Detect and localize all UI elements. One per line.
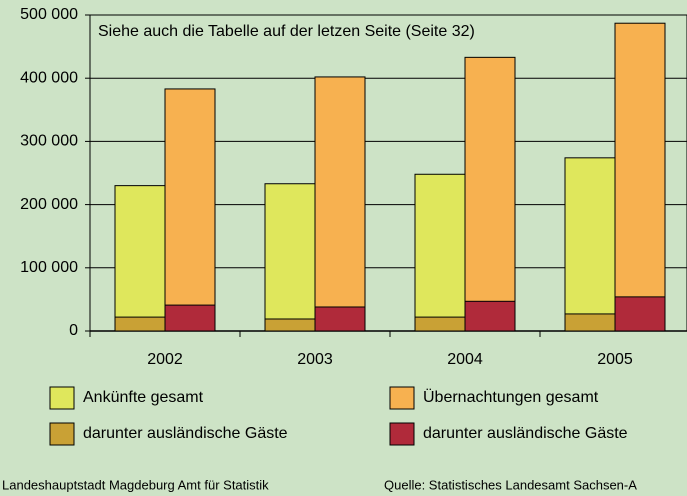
bar [464, 56, 516, 332]
bar [114, 316, 166, 332]
y-tick-label: 0 [69, 322, 78, 339]
bar [414, 316, 466, 332]
y-tick-label: 200 000 [20, 196, 78, 213]
bar [314, 306, 366, 332]
x-tick-label: 2004 [447, 351, 483, 368]
bar [564, 313, 616, 332]
bar [264, 318, 316, 332]
legend-label: Ankünfte gesamt [83, 389, 204, 406]
x-tick-label: 2002 [147, 351, 183, 368]
legend-label: darunter ausländische Gäste [423, 425, 628, 442]
legend-swatch [49, 422, 75, 446]
footer-left: Landeshauptstadt Magdeburg Amt für Stati… [2, 477, 269, 492]
y-tick-label: 100 000 [20, 259, 78, 276]
x-tick-label: 2003 [297, 351, 333, 368]
bar [614, 22, 666, 332]
legend-label: darunter ausländische Gäste [83, 425, 288, 442]
y-tick-label: 500 000 [20, 6, 78, 23]
bar [564, 157, 616, 332]
legend-swatch [389, 422, 415, 446]
bar [464, 300, 516, 332]
bar [414, 173, 466, 332]
bar [614, 296, 666, 332]
legend-label: Übernachtungen gesamt [423, 388, 599, 406]
legend-swatch [389, 386, 415, 410]
bar [314, 76, 366, 332]
footer-right: Quelle: Statistisches Landesamt Sachsen-… [384, 477, 637, 492]
y-tick-label: 300 000 [20, 133, 78, 150]
bar [164, 88, 216, 332]
bar [164, 304, 216, 332]
y-tick-label: 400 000 [20, 69, 78, 86]
x-tick-label: 2005 [597, 351, 633, 368]
legend-swatch [49, 386, 75, 410]
annotation: Siehe auch die Tabelle auf der letzen Se… [98, 23, 475, 40]
bar [264, 183, 316, 332]
bar [114, 185, 166, 332]
